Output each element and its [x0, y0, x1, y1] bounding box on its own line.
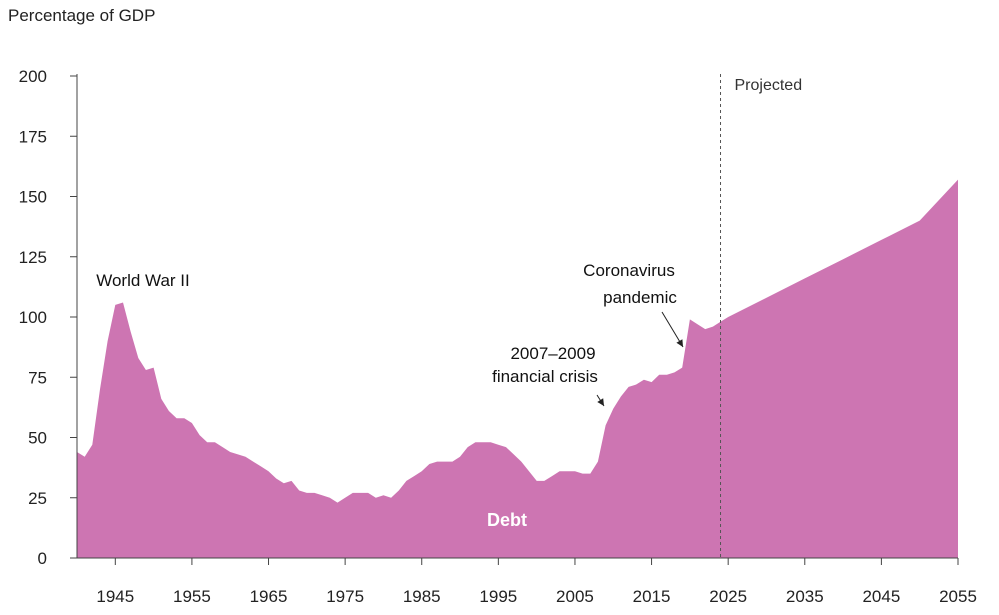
- x-tick-label: 1975: [326, 587, 364, 606]
- y-tick-label: 175: [19, 127, 47, 146]
- annotation-coronavirus: Coronavirus: [583, 261, 675, 280]
- pandemic-arrow: [661, 311, 684, 348]
- x-tick-label: 2035: [786, 587, 824, 606]
- debt-area: [77, 179, 958, 558]
- x-tick-label: 1965: [250, 587, 288, 606]
- x-tick-label: 2005: [556, 587, 594, 606]
- annotation-debt: Debt: [487, 510, 527, 530]
- y-tick-label: 75: [28, 368, 47, 387]
- y-tick-label: 0: [38, 549, 47, 568]
- annotation-2007-2009: 2007–2009: [510, 344, 595, 363]
- y-tick-label: 25: [28, 489, 47, 508]
- y-tick-label: 150: [19, 188, 47, 207]
- y-tick-label: 200: [19, 67, 47, 86]
- financial-crisis-arrow: [596, 394, 605, 407]
- annotation-financial-crisis: financial crisis: [492, 367, 598, 386]
- x-tick-label: 2025: [709, 587, 747, 606]
- annotation-pandemic: pandemic: [603, 288, 677, 307]
- x-tick-label: 1985: [403, 587, 441, 606]
- annotation-world-war-ii: World War II: [96, 271, 190, 290]
- x-tick-label: 2045: [862, 587, 900, 606]
- x-tick-label: 1995: [479, 587, 517, 606]
- y-tick-label: 125: [19, 248, 47, 267]
- x-tick-label: 1945: [96, 587, 134, 606]
- y-tick-label: 100: [19, 308, 47, 327]
- projected-label: Projected: [735, 77, 803, 94]
- x-tick-label: 1955: [173, 587, 211, 606]
- y-tick-label: 50: [28, 429, 47, 448]
- y-axis-label: Percentage of GDP: [8, 6, 156, 25]
- x-tick-label: 2055: [939, 587, 977, 606]
- x-tick-label: 2015: [633, 587, 671, 606]
